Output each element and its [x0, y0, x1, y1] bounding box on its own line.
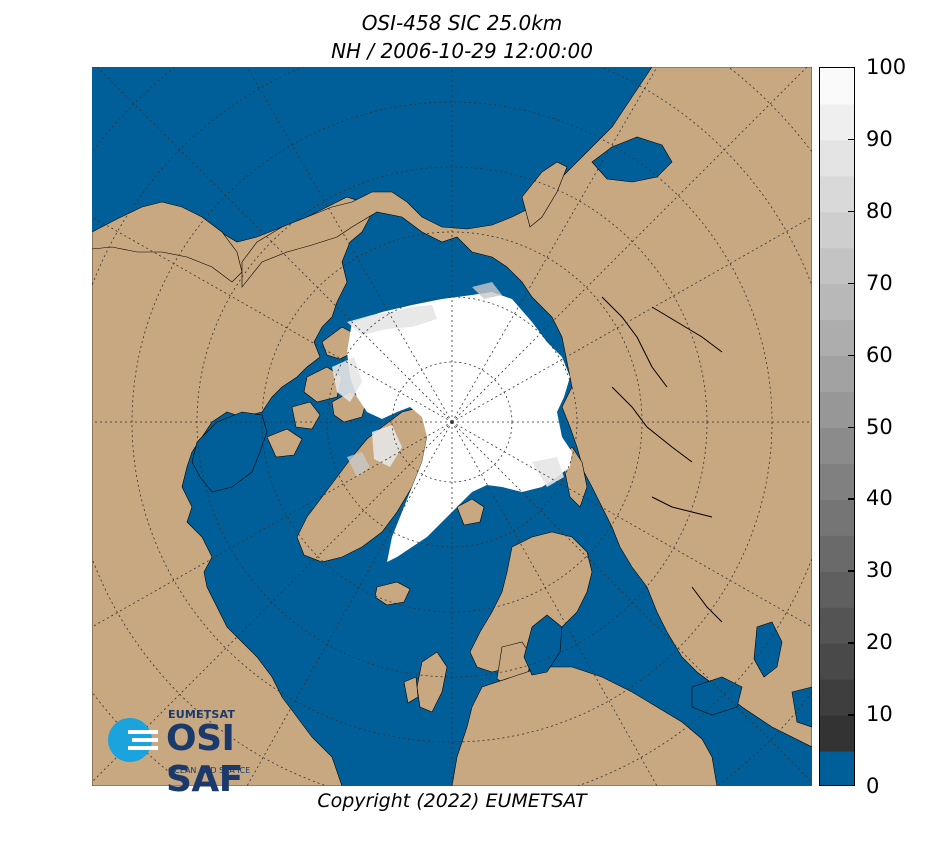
colorbar-segment [820, 715, 854, 752]
colorbar-tick-mark [848, 282, 855, 285]
colorbar-segment [820, 643, 854, 680]
sea-ice-map[interactable] [92, 67, 812, 786]
colorbar-segment [820, 68, 854, 105]
land-eurasia [241, 67, 812, 748]
chart-title: OSI-458 SIC 25.0km [361, 11, 563, 35]
colorbar-segment [820, 751, 854, 785]
logo-eumetsat-text: EUMETSAT [168, 708, 236, 721]
colorbar-segment [820, 319, 854, 357]
colorbar-tick-label: 10 [866, 702, 893, 727]
colorbar-tick-label: 20 [866, 630, 893, 655]
logo-icon [108, 718, 158, 762]
colorbar-tick-label: 100 [866, 55, 907, 79]
colorbar-tick-label: 60 [866, 342, 893, 367]
colorbar-segment [820, 679, 854, 716]
graticule [92, 67, 812, 786]
colorbar-tick-label: 90 [866, 126, 893, 151]
land-europe [451, 666, 718, 786]
sea-ice [347, 292, 572, 562]
colorbar-tick-mark [848, 354, 855, 357]
colorbar-segment [820, 499, 854, 536]
logo-subtitle-text: OCEAN AND SEA ICE [168, 766, 251, 775]
colorbar-tick-mark [848, 210, 855, 213]
colorbar-segment [820, 607, 854, 644]
colorbar-tick-mark [848, 498, 855, 500]
colorbar-tick-label: 80 [866, 198, 893, 223]
colorbar-tick-label: 40 [866, 486, 893, 511]
colorbar-tick-label: 0 [866, 774, 880, 798]
colorbar-segment [820, 463, 854, 500]
colorbar-tick-label: 50 [866, 414, 893, 439]
colorbar-segment [820, 535, 854, 572]
colorbar-segment [820, 211, 854, 249]
hudson-bay [191, 411, 268, 493]
colorbar-segment [820, 355, 854, 393]
colorbar-segment [820, 427, 854, 464]
colorbar-tick-mark [848, 570, 855, 572]
land-iceland [374, 581, 411, 606]
colorbar-tick-label: 70 [866, 270, 893, 295]
colorbar-tick-label: 30 [866, 558, 893, 583]
colorbar-segment [820, 247, 854, 285]
colorbar-segment [820, 175, 854, 213]
colorbar-tick-mark [848, 714, 855, 716]
british-isles [403, 651, 448, 713]
rivers [601, 296, 723, 623]
land-north-america [92, 196, 371, 786]
colorbar-segment [820, 391, 854, 428]
caspian-sea [753, 621, 783, 678]
colorbar-segment [820, 103, 854, 141]
copyright-notice: Copyright (2022) EUMETSAT [317, 790, 587, 812]
colorbar-segment [820, 283, 854, 321]
osisaf-logo: EUMETSAT OSI SAF OCEAN AND SEA ICE [106, 706, 316, 800]
chart-subtitle: NH / 2006-10-29 12:00:00 [331, 39, 593, 63]
colorbar-segment [820, 571, 854, 608]
colorbar-tick-mark [848, 642, 855, 644]
colorbar-segment [820, 139, 854, 177]
baltic-sea [523, 614, 563, 676]
colorbar-tick-mark [848, 138, 855, 141]
colorbar-tick-mark [848, 426, 855, 428]
black-sea [691, 676, 743, 716]
logo-osisaf-text: OSI SAF [166, 718, 243, 800]
